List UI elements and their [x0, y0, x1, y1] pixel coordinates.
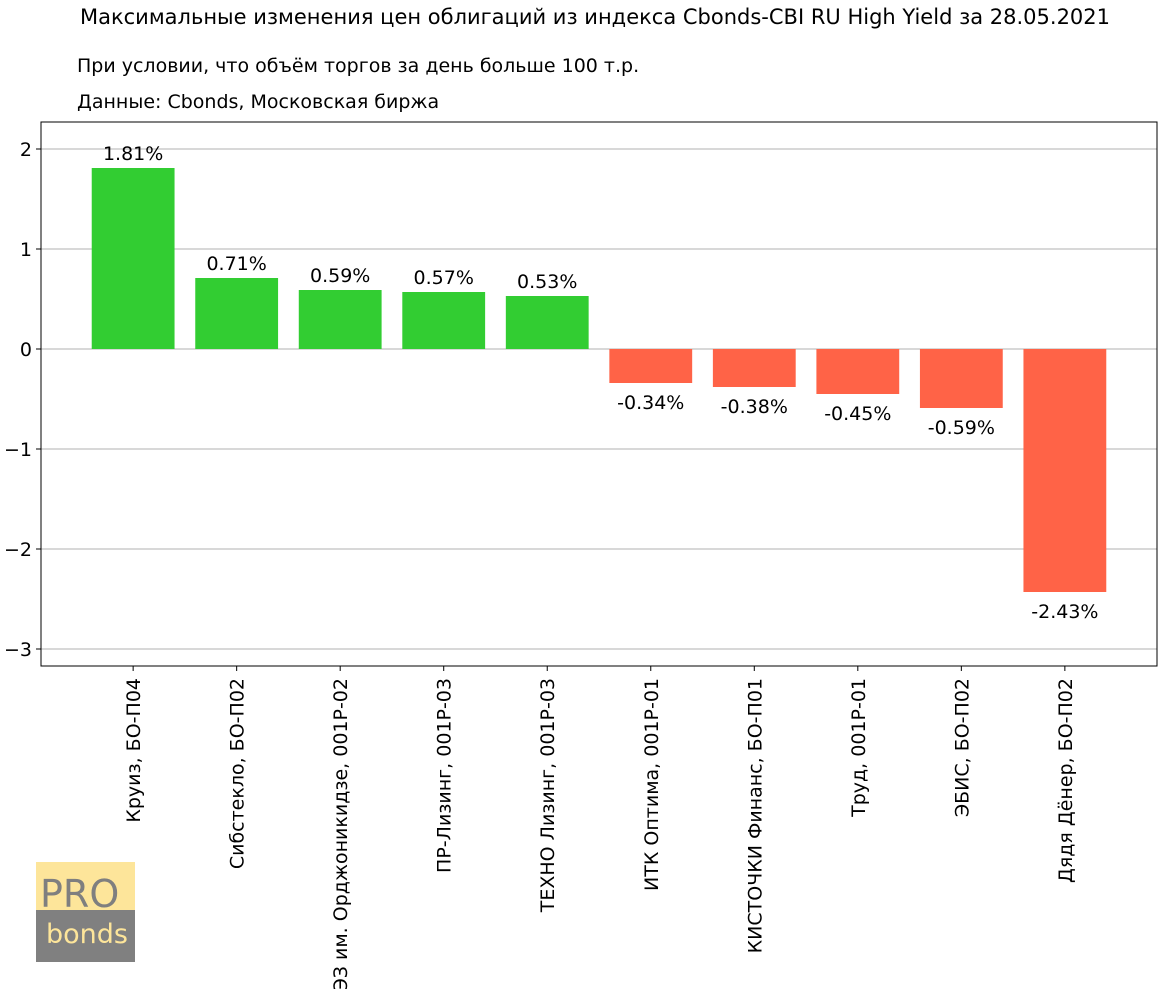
y-tick-label: 0 [20, 339, 32, 361]
x-tick-label: КИСТОЧКИ Финанс, БО-П01 [744, 678, 766, 953]
x-tick-label: ПР-Лизинг, 001Р-03 [434, 678, 456, 873]
x-tick-label: СЭЗ им. Орджоникидзе, 001Р-02 [330, 678, 352, 989]
bar [919, 349, 1003, 408]
x-tick-label: ЭБИС, БО-П02 [951, 678, 973, 817]
chart-title: Максимальные изменения цен облигаций из … [80, 5, 1110, 29]
bar [402, 292, 486, 349]
probonds-logo: PRO bonds [36, 862, 135, 962]
data-label: -0.59% [928, 417, 995, 439]
data-label: 0.53% [517, 271, 577, 293]
bar [195, 278, 279, 349]
bar [816, 349, 900, 394]
y-tick-label: 2 [20, 139, 32, 161]
bar [505, 296, 589, 349]
plot-frame [40, 121, 1158, 667]
logo-top-text: PRO [40, 872, 119, 916]
bar [1023, 349, 1107, 592]
y-tick-label: 1 [20, 239, 32, 261]
data-label: 0.59% [310, 265, 370, 287]
bar [712, 349, 796, 387]
data-label: -0.45% [824, 403, 891, 425]
x-tick-label: Дядя Дёнер, БО-П02 [1055, 678, 1077, 883]
data-label: 0.71% [206, 253, 266, 275]
x-tick-label: Сибстекло, БО-П02 [227, 678, 249, 869]
bar [91, 168, 175, 349]
data-label: -0.38% [721, 396, 788, 418]
x-tick-label: Труд, 001Р-01 [848, 678, 870, 818]
chart-source: Данные: Cbonds, Московская биржа [77, 91, 439, 113]
y-tick-label: −3 [4, 639, 32, 661]
x-tick-label: Круиз, БО-П04 [123, 678, 145, 823]
bar [609, 349, 693, 383]
x-tick-label: ИТК Оптима, 001Р-01 [641, 678, 663, 891]
data-label: -2.43% [1031, 601, 1098, 623]
y-tick-label: −1 [4, 439, 32, 461]
x-tick-label: ТЕХНО Лизинг, 001Р-03 [537, 678, 559, 913]
chart-subtitle: При условии, что объём торгов за день бо… [77, 55, 639, 77]
bar [298, 290, 382, 349]
y-tick-label: −2 [4, 539, 32, 561]
logo-bottom-text: bonds [46, 919, 128, 950]
data-label: -0.34% [617, 392, 684, 414]
data-label: 1.81% [103, 143, 163, 165]
data-label: 0.57% [414, 267, 474, 289]
